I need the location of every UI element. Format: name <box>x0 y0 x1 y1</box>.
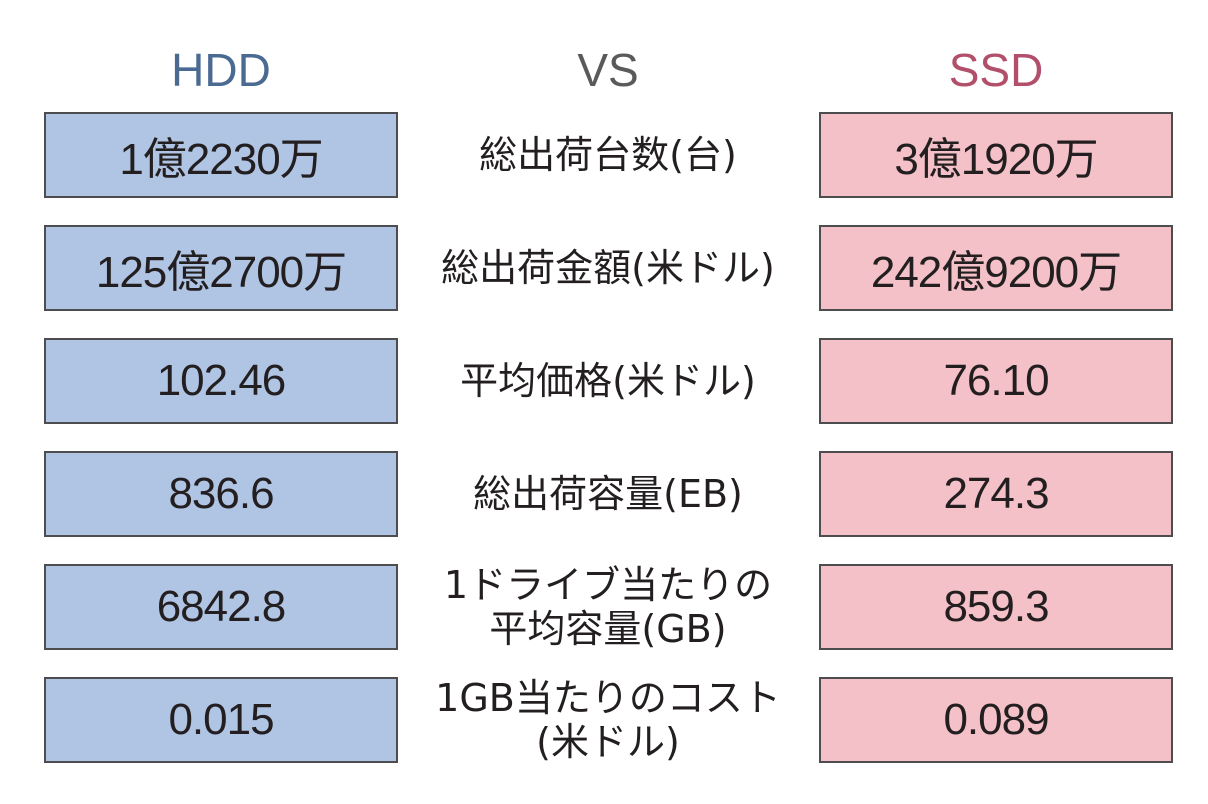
metric-label: 総出荷台数(台) <box>400 112 816 198</box>
hdd-header: HDD <box>171 44 271 96</box>
hdd-value: 836.6 <box>44 451 398 537</box>
comparison-row-avg-capacity: 6842.8 1ドライブ当たりの 平均容量(GB) 859.3 <box>0 563 1208 651</box>
metric-label: 総出荷容量(EB) <box>400 451 816 537</box>
metric-label-line: 総出荷金額(米ドル) <box>441 246 775 290</box>
comparison-row-revenue: 125億2700万 総出荷金額(米ドル) 242億9200万 <box>0 225 1208 311</box>
ssd-value: 242億9200万 <box>819 225 1173 311</box>
metric-label: 総出荷金額(米ドル) <box>400 225 816 311</box>
comparison-row-capacity: 836.6 総出荷容量(EB) 274.3 <box>0 451 1208 537</box>
hdd-value: 0.015 <box>44 677 398 763</box>
hdd-value: 1億2230万 <box>44 112 398 198</box>
comparison-row-shipments: 1億2230万 総出荷台数(台) 3億1920万 <box>0 112 1208 198</box>
comparison-row-cost-per-gb: 0.015 1GB当たりのコスト (米ドル) 0.089 <box>0 676 1208 764</box>
metric-label: 1GB当たりのコスト (米ドル) <box>400 676 816 764</box>
ssd-value: 274.3 <box>819 451 1173 537</box>
hdd-value: 6842.8 <box>44 564 398 650</box>
metric-label: 平均価格(米ドル) <box>400 338 816 424</box>
metric-label-line: 1ドライブ当たりの <box>443 563 773 607</box>
comparison-row-avg-price: 102.46 平均価格(米ドル) 76.10 <box>0 338 1208 424</box>
ssd-header: SSD <box>948 44 1044 96</box>
ssd-value: 76.10 <box>819 338 1173 424</box>
ssd-value: 0.089 <box>819 677 1173 763</box>
ssd-value: 3億1920万 <box>819 112 1173 198</box>
metric-label: 1ドライブ当たりの 平均容量(GB) <box>400 563 816 651</box>
metric-label-line: 平均容量(GB) <box>489 607 727 651</box>
metric-label-line: 1GB当たりのコスト <box>435 676 781 720</box>
metric-label-line: 総出荷容量(EB) <box>473 472 743 516</box>
vs-header: VS <box>577 44 639 96</box>
metric-label-line: 総出荷台数(台) <box>479 133 737 177</box>
hdd-value: 102.46 <box>44 338 398 424</box>
ssd-value: 859.3 <box>819 564 1173 650</box>
hdd-value: 125億2700万 <box>44 225 398 311</box>
metric-label-line: 平均価格(米ドル) <box>460 359 756 403</box>
metric-label-line: (米ドル) <box>536 720 680 764</box>
